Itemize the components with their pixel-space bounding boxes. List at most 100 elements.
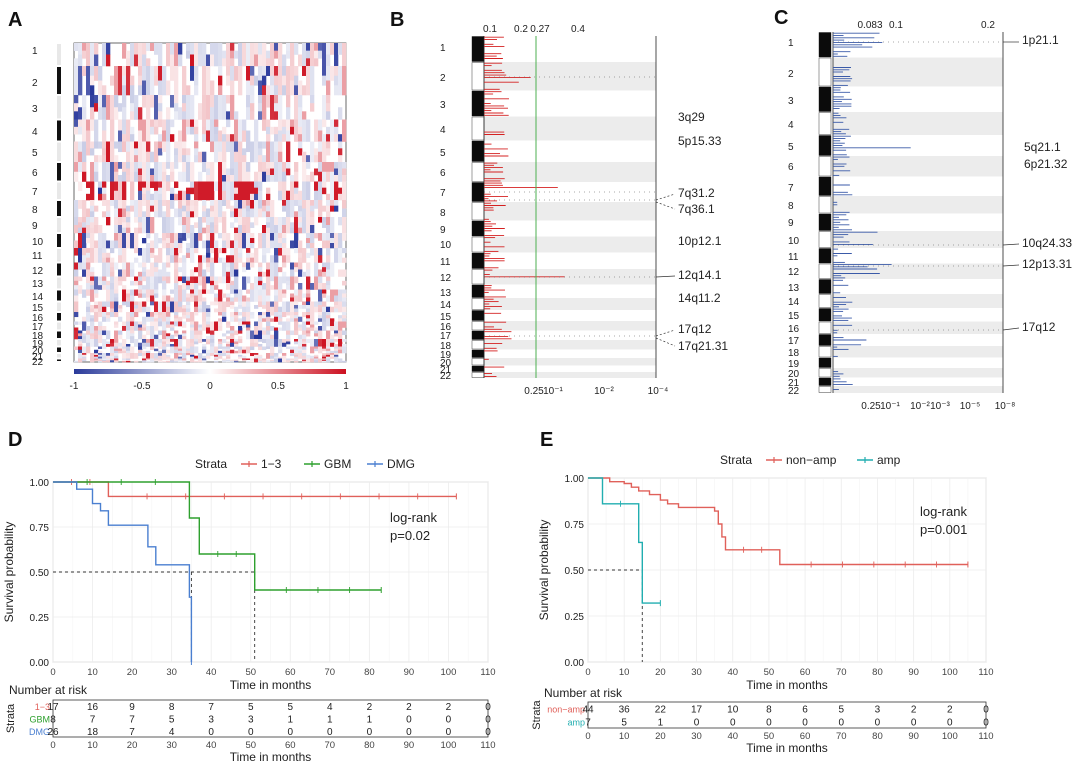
band-stripe — [484, 321, 656, 331]
risk-x-tick: 70 — [836, 731, 847, 742]
chrom-label: 20 — [440, 358, 452, 369]
region-label: 10q24.33 — [1022, 236, 1072, 250]
risk-x-tick: 30 — [691, 731, 702, 742]
pvalue-label: p=0.001 — [920, 522, 967, 537]
chrom-label-a-5: 5 — [32, 148, 38, 159]
ideogram-band — [818, 213, 832, 231]
risk-x-tick: 50 — [245, 740, 256, 751]
legend-entry: amp — [877, 453, 901, 467]
band-stripe — [833, 156, 1003, 177]
region-leader — [1002, 327, 1020, 331]
region-label: 6p21.32 — [1024, 157, 1068, 171]
panel-label-b: B — [390, 9, 404, 31]
chrom-label: 14 — [788, 297, 800, 308]
survival-curve-0 — [588, 477, 968, 566]
risk-table-ylabel: Strata — [5, 703, 17, 733]
region-leader — [1002, 243, 1020, 246]
chrom-label: 11 — [440, 257, 451, 268]
bottom-tick: 10⁻⁵ — [960, 401, 981, 412]
risk-cell: 5 — [838, 705, 844, 716]
risk-x-tick: 10 — [87, 740, 98, 751]
y-tick: 0.25 — [30, 613, 50, 624]
risk-cell: 4 — [169, 727, 175, 738]
risk-cell: 17 — [691, 705, 703, 716]
risk-cell: 4 — [327, 702, 333, 713]
risk-cell: 0 — [406, 715, 412, 726]
risk-x-tick: 60 — [800, 731, 811, 742]
legend-entry: DMG — [387, 457, 415, 471]
ideogram-band — [471, 330, 485, 340]
ideogram-band — [471, 252, 485, 269]
risk-x-tick: 100 — [942, 731, 958, 742]
risk-cell: 0 — [983, 705, 989, 716]
risk-cell: 8 — [766, 705, 772, 716]
bottom-tick: 10⁻² — [594, 386, 614, 397]
band-stripe — [484, 162, 656, 182]
chrom-label-a-19: 19 — [32, 339, 44, 350]
panel-label-d: D — [8, 429, 22, 451]
risk-cell: 0 — [406, 727, 412, 738]
region-label: 3q29 — [678, 110, 705, 124]
chrom-label: 11 — [788, 252, 799, 263]
survival-curve-2 — [53, 481, 193, 662]
chrom-label: 8 — [440, 208, 446, 219]
chrom-label: 20 — [788, 369, 800, 380]
risk-cell: 3 — [248, 715, 254, 726]
chrom-label: 15 — [788, 311, 800, 322]
region-label: 10p12.1 — [678, 234, 722, 248]
chrom-label: 4 — [440, 125, 446, 136]
ideogram-band — [471, 365, 485, 372]
risk-row-label: DMG — [29, 727, 50, 737]
chrom-label: 13 — [788, 283, 800, 294]
ideogram-band — [818, 279, 832, 294]
logrank-label: log-rank — [920, 504, 967, 519]
band-stripe — [484, 236, 656, 253]
risk-x-tick: 90 — [908, 731, 919, 742]
chrom-label: 8 — [788, 201, 794, 212]
region-label: 7q31.2 — [678, 186, 715, 200]
risk-x-tick: 70 — [325, 740, 336, 751]
region-label: 5p15.33 — [678, 134, 722, 148]
colorbar-tick: 0 — [207, 381, 213, 392]
chrom-label: 1 — [440, 43, 446, 54]
chrom-label: 18 — [440, 341, 452, 352]
risk-cell: 5 — [248, 702, 254, 713]
ideogram-band — [471, 220, 485, 237]
region-label: 5q21.1 — [1024, 140, 1061, 154]
risk-cell: 0 — [875, 718, 881, 729]
x-tick: 90 — [404, 667, 415, 678]
risk-row-label: 1−3 — [35, 702, 50, 712]
x-tick: 70 — [836, 667, 847, 678]
risk-cell: 5 — [621, 718, 627, 729]
y-tick: 0.00 — [565, 658, 585, 669]
colorbar-tick: 1 — [343, 381, 349, 392]
risk-cell: 2 — [947, 705, 953, 716]
risk-cell: 0 — [983, 718, 989, 729]
x-tick: 0 — [50, 667, 55, 678]
region-leader — [1002, 264, 1020, 267]
chrom-label-a-12: 12 — [32, 266, 44, 277]
band-stripe — [484, 202, 656, 221]
ideogram-band — [818, 294, 832, 308]
chrom-label: 13 — [440, 288, 452, 299]
x-tick: 30 — [691, 667, 702, 678]
risk-cell: 0 — [367, 727, 373, 738]
risk-cell: 0 — [485, 727, 491, 738]
chrom-label: 18 — [788, 348, 800, 359]
x-tick: 40 — [727, 667, 738, 678]
band-stripe — [833, 368, 1003, 378]
band-stripe — [833, 321, 1003, 334]
chrom-label: 19 — [788, 359, 800, 370]
region-label: 17q12 — [678, 322, 712, 336]
chrom-label: 9 — [788, 218, 794, 229]
risk-x-axis-label: Time in months — [746, 741, 828, 755]
risk-row-label: amp — [567, 718, 585, 728]
risk-x-tick: 20 — [655, 731, 666, 742]
risk-cell: 0 — [694, 718, 700, 729]
risk-cell: 5 — [287, 702, 293, 713]
x-tick: 40 — [206, 667, 217, 678]
panel-label-a: A — [8, 9, 22, 31]
risk-cell: 9 — [129, 702, 135, 713]
band-stripe — [833, 57, 1003, 87]
